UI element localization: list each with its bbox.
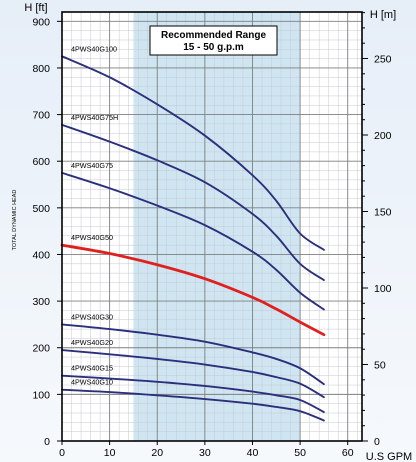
y-tick-label-right: 0	[374, 436, 380, 448]
x-tick-label: 20	[151, 447, 163, 459]
series-label-4pws40g50: 4PWS40G50	[71, 233, 113, 242]
series-label-4pws40g75h: 4PWS40G75H	[71, 113, 118, 122]
series-label-4pws40g30: 4PWS40G30	[71, 312, 113, 321]
series-label-4pws40g100: 4PWS40G100	[71, 44, 117, 53]
y-tick-label-right: 50	[374, 360, 386, 372]
minor-gridlines	[62, 11, 362, 441]
series-line-4pws40g20	[61, 349, 325, 399]
series-line-4pws40g10	[61, 388, 325, 422]
x-tick-label: 50	[294, 447, 306, 459]
y-tick-label-right: 200	[374, 130, 392, 142]
y-tick-label-left: 600	[32, 156, 50, 168]
y-tick-label-left: 100	[32, 389, 50, 401]
series-line-4pws40g50	[60, 243, 326, 337]
series-line-4pws40g30	[61, 323, 325, 386]
recommended-range-annotation: Recommended Range 15 - 50 g.p.m	[149, 25, 278, 56]
series-line-4pws40g75	[61, 171, 325, 311]
y-tick-label-right: 100	[374, 283, 392, 295]
series-lines: 4PWS40G100 4PWS40G75H 4PWS40G75 4PWS40G50 4P…	[60, 44, 326, 422]
y-tick-label-left: 400	[32, 249, 50, 261]
series-line-4pws40g100	[61, 55, 325, 251]
x-tick-label: 40	[247, 447, 259, 459]
series-label-4pws40g75: 4PWS40G75	[71, 161, 113, 170]
y-tick-label-right: 150	[374, 207, 392, 219]
right-axis-title: H [m]	[370, 9, 396, 21]
series-label-4pws40g20: 4PWS40G20	[71, 338, 113, 347]
series-line-4pws40g75h	[61, 123, 325, 282]
side-axis-label: TOTAL DYNAMIC HEAD	[12, 190, 18, 251]
y-tick-label-left: 300	[32, 296, 50, 308]
series-line-4pws40g15	[61, 374, 325, 414]
y-tick-label-left: 0	[44, 436, 50, 448]
y-tick-label-left: 700	[32, 110, 50, 122]
y-tick-label-left: 500	[32, 203, 50, 215]
x-tick-label: 30	[199, 447, 211, 459]
series-label-4pws40g10: 4PWS40G10	[71, 378, 113, 387]
x-tick-label: 0	[59, 447, 65, 459]
y-tick-label-left: 800	[32, 63, 50, 75]
annotation-box	[149, 25, 278, 56]
annotation-line1: Recommended Range	[161, 30, 266, 41]
x-tick-label: 10	[104, 447, 116, 459]
y-tick-label-right: 250	[374, 54, 392, 66]
x-tick-label: 60	[342, 447, 354, 459]
series-label-4pws40g15: 4PWS40G15	[71, 364, 113, 373]
y-tick-label-left: 200	[32, 343, 50, 355]
axis-ticks: 0100200300400500600700800900050100150200…	[32, 12, 392, 459]
left-axis-title: H [ft]	[24, 2, 47, 14]
x-axis-title: U.S GPM	[366, 451, 412, 462]
annotation-line2: 15 - 50 g.p.m	[183, 42, 244, 53]
y-tick-label-left: 900	[32, 16, 50, 28]
